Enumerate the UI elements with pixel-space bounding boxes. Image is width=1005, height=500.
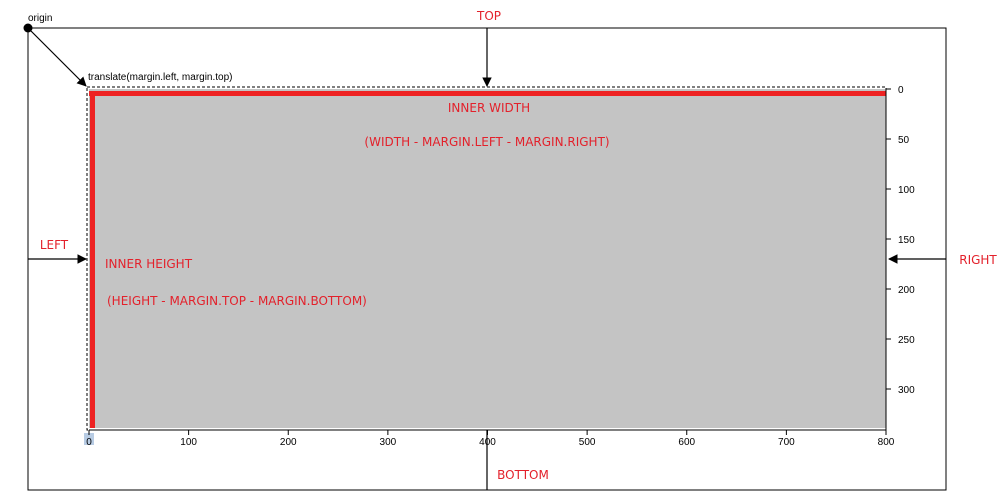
- x-axis-tick-label: 200: [280, 437, 297, 448]
- translate-label: translate(margin.left, margin.top): [88, 72, 233, 83]
- y-axis-tick-label: 300: [898, 385, 915, 396]
- inner-height-bar: [90, 91, 95, 428]
- origin-dot: [23, 23, 33, 33]
- x-axis: 0 100 200 300 400 500 600 700 800: [84, 429, 895, 448]
- y-axis-tick-label: 50: [898, 135, 910, 146]
- y-axis: 0 50 100 150 200 250 300: [885, 85, 915, 428]
- inner-width-bar: [89, 91, 886, 96]
- y-axis-tick-label: 100: [898, 185, 915, 196]
- bottom-label: BOTTOM: [497, 468, 549, 482]
- x-axis-tick-label: 500: [579, 437, 596, 448]
- x-axis-tick-label: 400: [479, 437, 496, 448]
- x-axis-tick-label: 0: [86, 437, 92, 448]
- y-axis-tick-label: 200: [898, 285, 915, 296]
- right-label: RIGHT: [959, 253, 997, 267]
- top-label: TOP: [476, 9, 501, 23]
- y-axis-tick-label: 150: [898, 235, 915, 246]
- left-label: LEFT: [40, 238, 69, 252]
- y-axis-tick-label: 250: [898, 335, 915, 346]
- x-axis-zero-selection-highlight: [84, 433, 94, 445]
- translate-arrow: [30, 30, 87, 87]
- x-axis-tick-label: 600: [678, 437, 695, 448]
- inner-height-label: INNER HEIGHT: [105, 257, 193, 271]
- x-axis-tick-label: 700: [778, 437, 795, 448]
- x-axis-tick-label: 300: [380, 437, 397, 448]
- inner-chart-area: [89, 89, 886, 428]
- inner-height-formula: (HEIGHT - MARGIN.TOP - MARGIN.BOTTOM): [107, 294, 367, 308]
- origin-label: origin: [28, 13, 52, 24]
- inner-width-label: INNER WIDTH: [448, 101, 530, 115]
- y-axis-tick-label: 0: [898, 85, 904, 96]
- x-axis-tick-label: 100: [180, 437, 197, 448]
- inner-width-formula: (WIDTH - MARGIN.LEFT - MARGIN.RIGHT): [364, 135, 609, 149]
- x-axis-tick-label: 800: [878, 437, 895, 448]
